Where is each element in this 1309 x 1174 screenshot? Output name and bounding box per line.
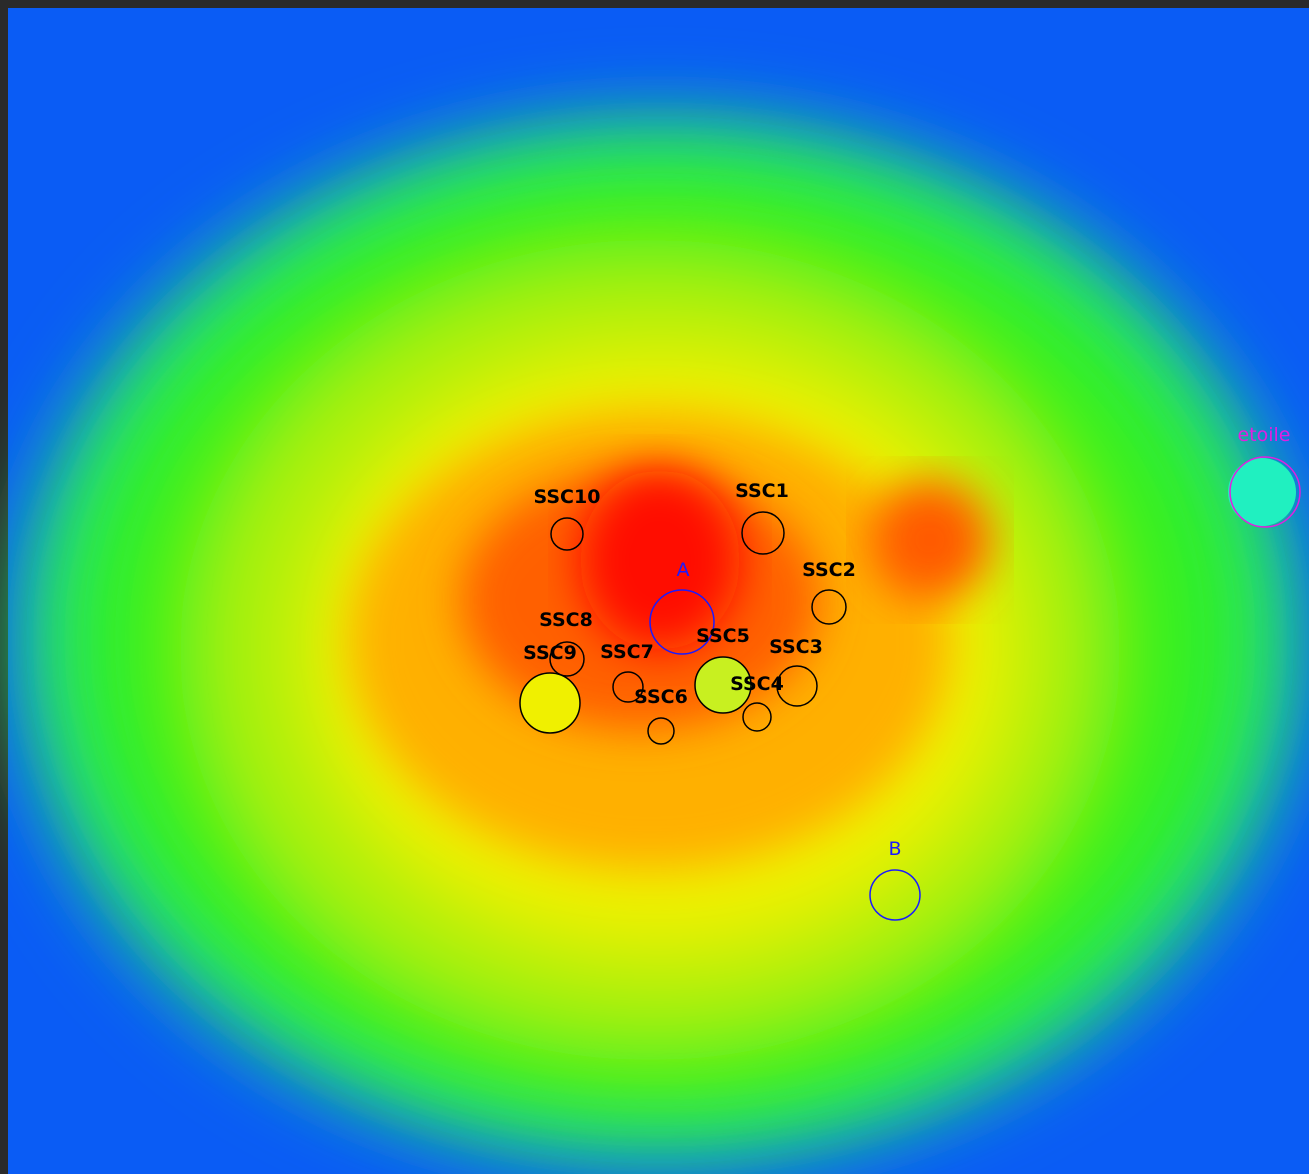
region-label: SSC9 [523, 642, 577, 664]
emission-map [20, 120, 1300, 1160]
image-view: SSC10 SSC1 SSC2 A SSC8 SSC9 SSC7 SSC5 SS… [0, 0, 1309, 1174]
region-label: SSC1 [735, 480, 789, 502]
region-label: SSC2 [802, 559, 856, 581]
region-label: SSC10 [534, 486, 601, 508]
region-label: SSC7 [600, 641, 654, 663]
region-label: SSC8 [539, 609, 593, 631]
region-label: SSC4 [730, 673, 784, 695]
region-label: SSC5 [696, 625, 750, 647]
region-circle [520, 673, 580, 733]
region-label: B [888, 838, 901, 860]
region-label: SSC6 [634, 686, 688, 708]
page: SSC10 SSC1 SSC2 A SSC8 SSC9 SSC7 SSC5 SS… [0, 0, 1309, 1174]
region-label: etoile [1237, 424, 1290, 446]
region-label: A [677, 559, 690, 581]
region-label: SSC3 [769, 636, 823, 658]
